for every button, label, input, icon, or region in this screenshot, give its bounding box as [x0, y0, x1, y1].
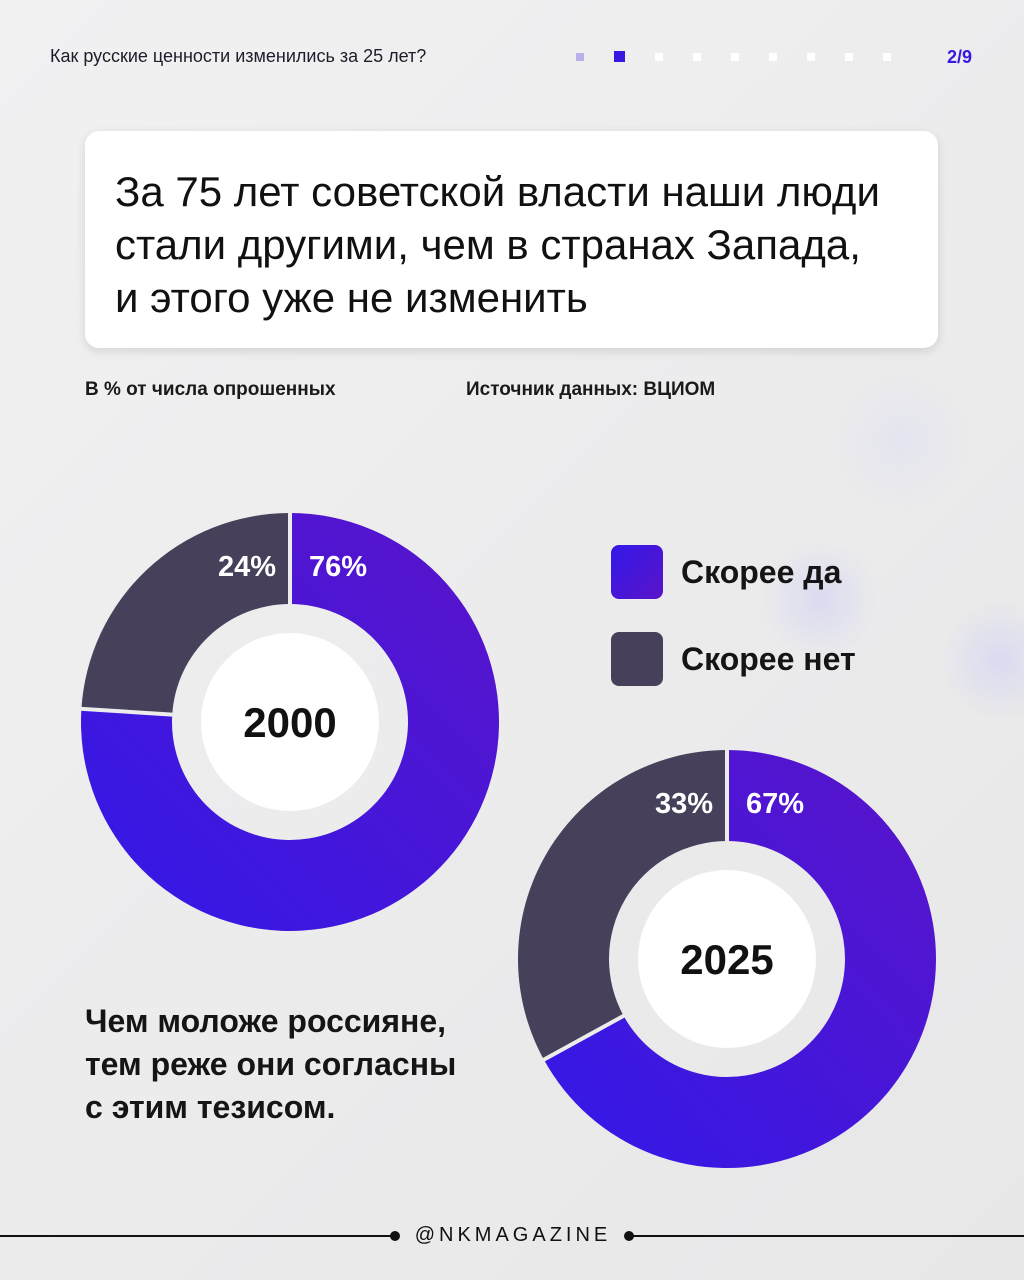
unit-note: В % от числа опрошенных: [85, 379, 336, 400]
legend: Скорее да Скорее нет: [611, 545, 856, 719]
footer-divider-right: [630, 1235, 1024, 1237]
series-title: Как русские ценности изменились за 25 ле…: [50, 46, 427, 66]
slide-progress-dots: [576, 51, 891, 62]
page-indicator: 2/9: [946, 47, 972, 67]
legend-label-yes: Скорее да: [681, 553, 842, 590]
legend-swatch-no: [611, 632, 663, 686]
donut-slice-no: [81, 513, 290, 715]
headline-card: За 75 лет советской власти наши люди ста…: [85, 131, 938, 348]
progress-dot: [807, 52, 815, 61]
donut-slice-yes: [80, 513, 499, 931]
donut-slice-yes: [543, 750, 936, 1168]
legend-label-no: Скорее нет: [681, 640, 856, 677]
footer-divider-left: [0, 1235, 394, 1237]
footer-handle: @NKMAGAZINE: [414, 1224, 612, 1246]
progress-dot: [614, 51, 625, 62]
progress-dot: [576, 52, 584, 61]
donut-center-label: 2025: [680, 936, 773, 983]
data-label-no: 24%: [218, 551, 276, 583]
headline: За 75 лет советской власти наши люди ста…: [115, 168, 880, 321]
donut-chart-2000: 2000 76% 24%: [80, 512, 500, 932]
legend-item-no: Скорее нет: [611, 632, 856, 686]
donut-svg: 2025 67% 33%: [518, 749, 936, 1168]
donut-center: [201, 633, 379, 811]
footer-bullet-left: [390, 1231, 400, 1241]
donut-slice-no: [518, 750, 727, 1060]
data-label-yes: 76%: [309, 551, 367, 583]
progress-dot: [769, 52, 777, 61]
data-label-yes: 67%: [746, 788, 804, 820]
slice-separator: [541, 1013, 627, 1063]
slice-separator: [80, 706, 175, 717]
legend-item-yes: Скорее да: [611, 545, 856, 599]
progress-dot: [731, 52, 739, 61]
progress-dot: [655, 52, 663, 61]
progress-dot: [845, 52, 853, 61]
progress-dot: [693, 52, 701, 61]
donut-center: [638, 870, 816, 1048]
conclusion-note: Чем моложе россияне, тем реже они соглас…: [85, 1003, 457, 1125]
footer-bullet-right: [624, 1231, 634, 1241]
legend-swatch-yes: [611, 545, 663, 599]
donut-center-label: 2000: [243, 699, 336, 746]
donut-chart-2025: 2025 67% 33%: [517, 749, 937, 1169]
donut-svg: 2000 76% 24%: [80, 512, 499, 931]
data-label-no: 33%: [655, 788, 713, 820]
source-note: Источник данных: ВЦИОМ: [466, 379, 716, 400]
progress-dot: [883, 52, 891, 61]
